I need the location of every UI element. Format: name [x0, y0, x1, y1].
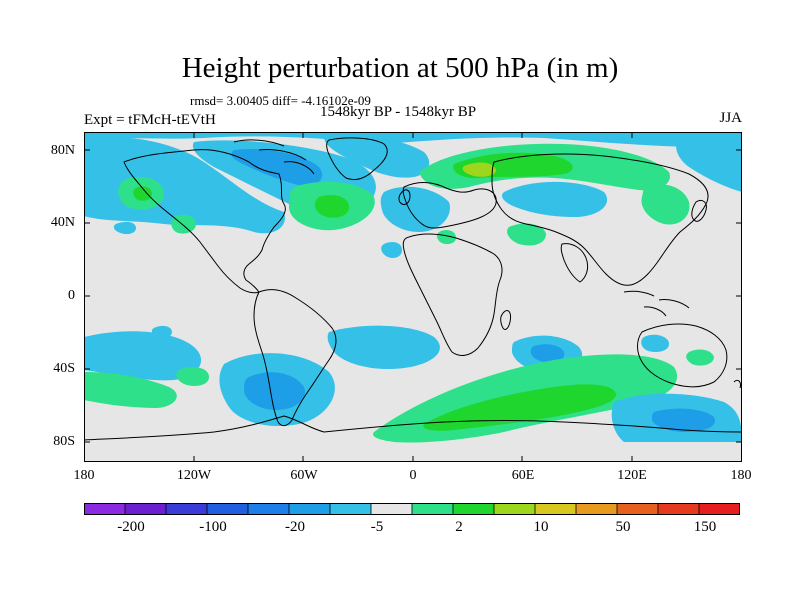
colorbar-cell: [576, 503, 618, 515]
colorbar-cell: [207, 503, 249, 515]
coastline-indonesia: [623, 290, 690, 317]
colorbar-cell: [125, 503, 167, 515]
anomaly-sh-pacific-blue: [84, 331, 202, 381]
colorbar-frame: [84, 503, 740, 515]
anomaly-central-asia-blue: [501, 181, 608, 217]
lat-label-40s: 40S: [53, 361, 75, 376]
coastline-greenland: [326, 137, 388, 181]
anomaly-small-green-a: [171, 214, 196, 234]
anomaly-small-blue-d: [151, 325, 172, 339]
colorbar-label-minus100: -100: [199, 519, 227, 535]
coastline-new-zealand: [733, 379, 741, 389]
colorbar-cell: [617, 503, 659, 515]
colorbar-cell: [699, 503, 740, 515]
colorbar-label-minus5: -5: [370, 519, 384, 535]
period-label: 1548kyr BP - 1548kyr BP: [320, 104, 477, 120]
colorbar-cell: [535, 503, 577, 515]
anomaly-nh-pacific-blue: [84, 137, 285, 234]
anomaly-siberia-yellow: [462, 162, 496, 177]
coastline-uk: [398, 189, 411, 205]
map-frame: [84, 132, 742, 462]
lon-label-0: 0: [409, 468, 417, 483]
colorbar-cell: [453, 503, 495, 515]
anomaly-north-america-dark-blue: [231, 148, 323, 186]
colorbar-label-2: 2: [455, 519, 463, 535]
colorbar-cell: [371, 503, 413, 515]
anomaly-europe-blue: [380, 186, 450, 232]
colorbar-label-minus200: -200: [117, 519, 145, 535]
colorbar-cell: [166, 503, 208, 515]
height-perturbation-map: [84, 132, 742, 462]
experiment-label: Expt = tFMcH-tEVtH: [84, 112, 216, 128]
chart-title: Height perturbation at 500 hPa (in m): [181, 52, 619, 84]
colorbar-label-150: 150: [693, 519, 717, 535]
anomaly-south-africa-dark-blue: [530, 344, 565, 363]
anomaly-small-blue-b: [381, 242, 402, 258]
coastline-asia: [491, 153, 709, 286]
lon-label-60e: 60E: [511, 468, 535, 483]
coastline-europe: [402, 182, 497, 229]
coastline-australia: [637, 323, 728, 388]
coastline-africa: [402, 233, 503, 356]
lat-label-0: 0: [68, 288, 75, 303]
colorbar-cell: [412, 503, 454, 515]
anomaly-south-america-dark-blue: [244, 372, 305, 410]
anomaly-australia-dark-blue: [652, 408, 715, 432]
lat-label-40n: 40N: [50, 215, 75, 230]
anomaly-sh-pacific-green: [84, 372, 177, 408]
lat-label-80s: 80S: [53, 434, 75, 449]
anomaly-sh-green-small: [176, 367, 209, 386]
colorbar-label-50: 50: [615, 519, 631, 535]
anomaly-small-green-b: [436, 230, 456, 245]
anomaly-greenland-blue: [324, 135, 430, 178]
colorbar: [84, 503, 740, 515]
coastline-south-america: [253, 289, 337, 427]
anomaly-mideast-green: [507, 223, 546, 246]
colorbar-label-10: 10: [533, 519, 549, 535]
anomaly-south-atlantic-blue: [327, 325, 440, 370]
anomaly-small-blue-a: [113, 221, 136, 235]
anomaly-east-asia-green: [641, 184, 690, 225]
colorbar-cell: [248, 503, 290, 515]
colorbar-cell: [494, 503, 536, 515]
coastline-india: [560, 243, 589, 283]
colorbar-cell: [84, 503, 126, 515]
anomaly-small-blue-c: [641, 334, 669, 352]
lon-label-60w: 60W: [290, 468, 318, 483]
lon-label-180w: 180: [73, 468, 95, 483]
anomaly-arctic-strip-blue: [84, 132, 742, 148]
lat-label-80n: 80N: [50, 143, 75, 158]
lon-label-120e: 120E: [617, 468, 647, 483]
coastline-madagascar: [500, 309, 511, 330]
lon-label-120w: 120W: [176, 468, 212, 483]
colorbar-label-minus20: -20: [285, 519, 305, 535]
colorbar-cell: [658, 503, 700, 515]
lon-label-180e: 180: [730, 468, 752, 483]
coastline-japan: [691, 199, 707, 222]
stats-text: rmsd= 3.00405 diff= -4.16102e-09: [190, 93, 371, 108]
coastline-arctic-islands: [233, 139, 315, 175]
season-label: JJA: [719, 110, 742, 126]
anomaly-nh-east-pacific-blue: [676, 136, 742, 192]
anomaly-southern-ocean-green-core: [423, 384, 616, 431]
coastline-north-america: [123, 149, 286, 294]
anomaly-north-atlantic-green-core: [314, 195, 349, 218]
anomaly-small-green-c: [686, 349, 714, 366]
anomaly-nh-pacific-green-core: [133, 186, 152, 201]
coastline-antarctica: [84, 415, 742, 441]
colorbar-cell: [330, 503, 372, 515]
colorbar-cell: [289, 503, 331, 515]
coastlines: [84, 137, 742, 441]
